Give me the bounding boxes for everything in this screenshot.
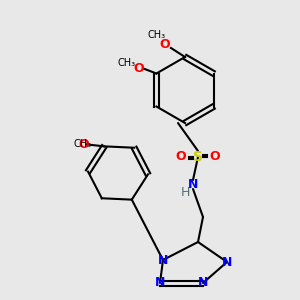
- Text: CH₃: CH₃: [73, 140, 91, 149]
- Text: O: O: [160, 38, 170, 52]
- Text: S: S: [193, 150, 203, 164]
- Text: N: N: [158, 254, 168, 266]
- Text: N: N: [188, 178, 198, 190]
- Text: O: O: [210, 151, 220, 164]
- Text: CH₃: CH₃: [148, 30, 166, 40]
- Text: N: N: [222, 256, 232, 268]
- Text: O: O: [78, 138, 88, 151]
- Text: H: H: [180, 185, 190, 199]
- Text: N: N: [198, 277, 208, 290]
- Text: N: N: [155, 277, 165, 290]
- Text: O: O: [133, 62, 144, 75]
- Text: CH₃: CH₃: [117, 58, 136, 68]
- Text: O: O: [176, 151, 186, 164]
